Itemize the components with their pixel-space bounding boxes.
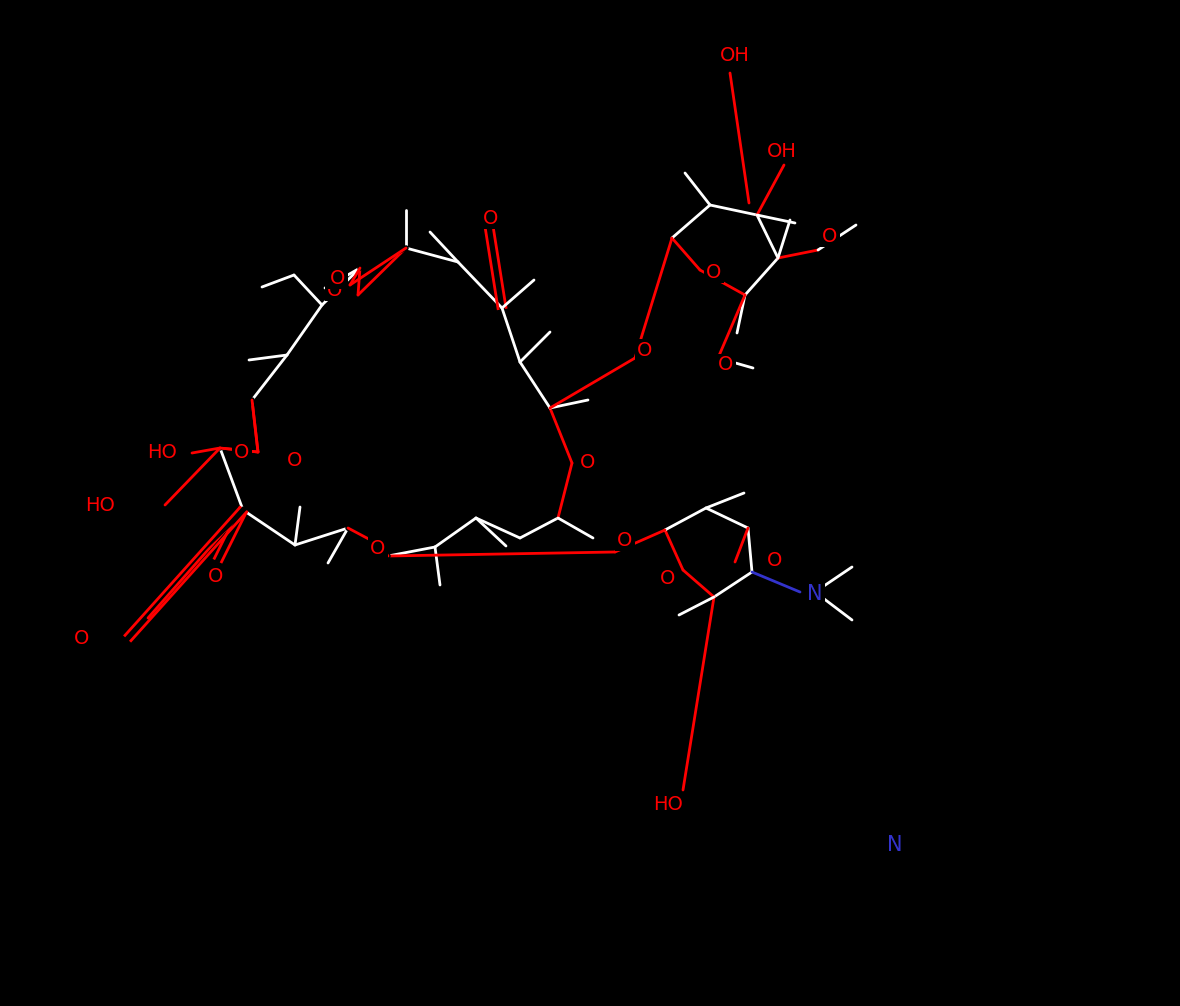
Text: O: O <box>235 443 250 462</box>
Text: O: O <box>327 281 342 300</box>
Text: N: N <box>807 584 822 604</box>
Text: O: O <box>330 269 346 288</box>
Text: O: O <box>371 538 386 557</box>
Text: O: O <box>617 530 632 549</box>
Text: O: O <box>767 550 782 569</box>
Text: O: O <box>209 566 224 585</box>
Text: O: O <box>74 629 90 648</box>
Text: O: O <box>822 226 838 245</box>
Text: HO: HO <box>148 444 177 463</box>
Text: O: O <box>287 451 303 470</box>
Text: OH: OH <box>767 142 796 161</box>
Text: O: O <box>661 568 676 588</box>
Text: N: N <box>887 835 903 855</box>
Text: O: O <box>581 454 596 473</box>
Text: O: O <box>637 340 653 359</box>
Text: O: O <box>719 355 734 374</box>
Text: HO: HO <box>85 496 114 514</box>
Text: OH: OH <box>720 45 750 64</box>
Text: HO: HO <box>653 795 683 814</box>
Text: O: O <box>707 263 722 282</box>
Text: O: O <box>484 208 499 227</box>
